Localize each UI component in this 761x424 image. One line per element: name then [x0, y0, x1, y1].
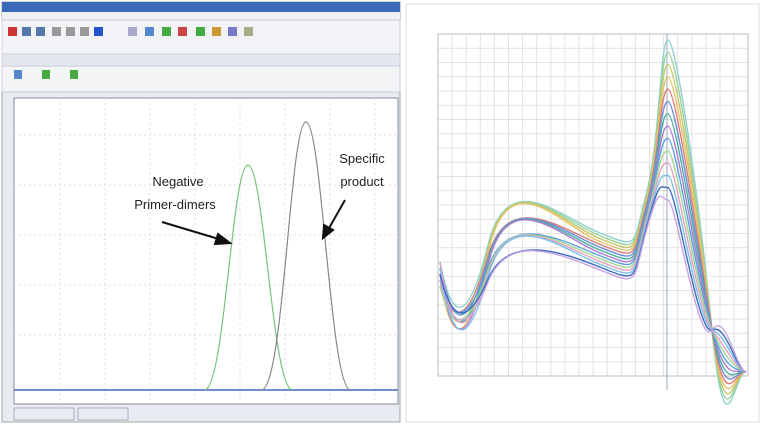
tab-bar — [2, 54, 400, 66]
plot-area — [14, 98, 398, 404]
composite: Negative Primer-dimers Specific product — [0, 0, 761, 424]
annotation-text: Specific — [339, 151, 385, 166]
annotation-text: product — [340, 174, 384, 189]
annotation-text: Negative — [152, 174, 203, 189]
screenshot: Negative Primer-dimers Specific product — [0, 0, 761, 424]
toolbar[interactable] — [2, 20, 400, 54]
title-bar — [2, 2, 400, 12]
menu-bar — [2, 12, 400, 20]
left-window: Negative Primer-dimers Specific product — [2, 2, 400, 422]
status-tab[interactable] — [78, 408, 128, 420]
annotation-text: Primer-dimers — [134, 197, 216, 212]
sub-toolbar — [2, 66, 400, 92]
status-tab[interactable] — [14, 408, 74, 420]
toolbar-icons — [8, 27, 253, 36]
right-panel — [406, 4, 759, 422]
